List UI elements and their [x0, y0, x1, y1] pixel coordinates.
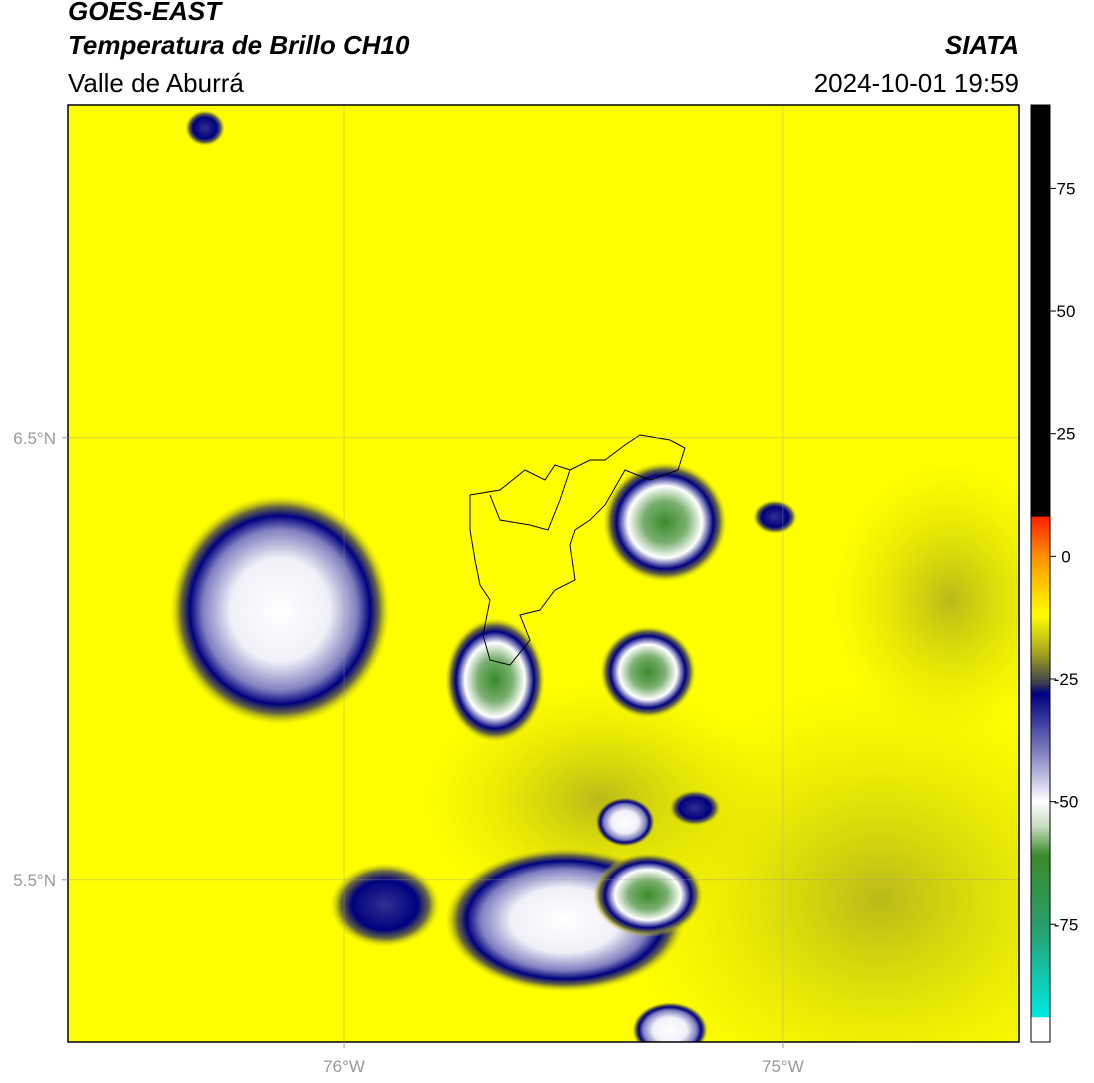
source: SIATA	[945, 30, 1019, 60]
colorbar	[1030, 104, 1051, 1043]
colorbar-tick-label: -75	[1054, 915, 1079, 934]
y-tick-label: 5.5°N	[13, 871, 56, 890]
y-tick-label: 6.5°N	[13, 429, 56, 448]
title: GOES-EAST	[68, 0, 223, 26]
colorbar-tick-label: 75	[1057, 179, 1076, 198]
x-tick-label: 75°W	[762, 1057, 804, 1076]
colorbar-tick-label: -25	[1054, 670, 1079, 689]
map-frame	[67, 104, 1020, 1043]
x-tick-label: 76°W	[323, 1057, 365, 1076]
subtitle: Temperatura de Brillo CH10	[68, 30, 410, 60]
datetime: 2024-10-01 19:59	[814, 68, 1019, 98]
colorbar-tick-label: -50	[1054, 793, 1079, 812]
colorbar-tick-label: 25	[1057, 425, 1076, 444]
region: Valle de Aburrá	[68, 68, 244, 98]
colorbar-tick-label: 50	[1057, 302, 1076, 321]
map-field	[68, 105, 1019, 1042]
colorbar-tick-label: 0	[1061, 547, 1070, 566]
